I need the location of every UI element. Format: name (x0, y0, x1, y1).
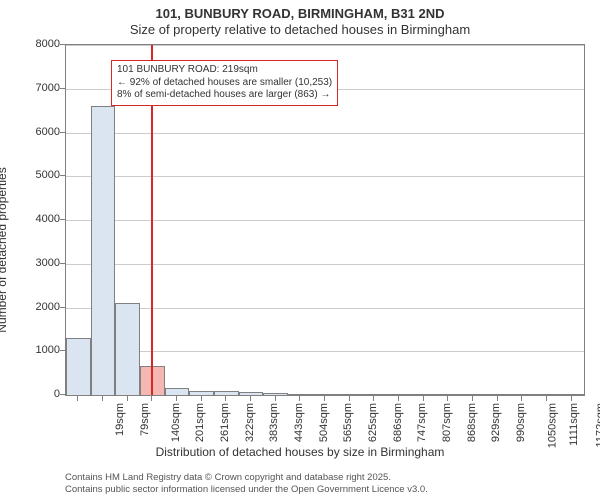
x-tick (497, 396, 498, 401)
x-tick-label: 1111sqm (568, 403, 580, 446)
histogram-bar (263, 393, 288, 395)
annotation-box: 101 BUNBURY ROAD: 219sqm← 92% of detache… (111, 60, 338, 106)
x-tick-label: 79sqm (139, 403, 151, 436)
y-axis-label: Number of detached properties (0, 167, 9, 332)
gridline (66, 351, 584, 352)
footer-attribution: Contains HM Land Registry data © Crown c… (65, 472, 585, 496)
histogram-bar (362, 394, 387, 395)
histogram-bar (239, 392, 264, 395)
x-tick-label: 565sqm (342, 403, 354, 442)
y-tick (60, 219, 65, 220)
x-tick (77, 396, 78, 401)
x-tick-label: 1050sqm (546, 403, 558, 448)
y-tick-label: 7000 (36, 82, 60, 94)
y-tick (60, 307, 65, 308)
x-tick-label: 19sqm (114, 403, 126, 436)
x-tick-label: 625sqm (367, 403, 379, 442)
histogram-bar (214, 391, 239, 395)
histogram-bar (66, 338, 91, 395)
x-tick (571, 396, 572, 401)
histogram-bar (535, 394, 560, 395)
x-tick (201, 396, 202, 401)
annotation-line: 101 BUNBURY ROAD: 219sqm (117, 64, 332, 77)
gridline (66, 176, 584, 177)
y-tick-label: 2000 (36, 301, 60, 313)
histogram-bar (91, 106, 116, 395)
histogram-bar (559, 394, 584, 395)
gridline (66, 45, 584, 46)
x-tick-label: 443sqm (293, 403, 305, 442)
gridline (66, 133, 584, 134)
x-tick (324, 396, 325, 401)
histogram-bar (485, 394, 510, 395)
x-tick-label: 990sqm (515, 403, 527, 442)
histogram-bar (337, 394, 362, 395)
y-tick-label: 6000 (36, 126, 60, 138)
histogram-bar (411, 394, 436, 395)
y-tick (60, 175, 65, 176)
y-tick-label: 1000 (36, 344, 60, 356)
histogram-bar (387, 394, 412, 395)
x-tick-label: 322sqm (244, 403, 256, 442)
x-tick (472, 396, 473, 401)
x-tick-label: 201sqm (194, 403, 206, 442)
y-tick (60, 394, 65, 395)
y-tick (60, 350, 65, 351)
histogram-bar (461, 394, 486, 395)
x-tick-label: 686sqm (392, 403, 404, 442)
x-tick (151, 396, 152, 401)
x-tick (127, 396, 128, 401)
gridline (66, 308, 584, 309)
y-tick-label: 5000 (36, 169, 60, 181)
x-tick-label: 747sqm (416, 403, 428, 442)
y-tick (60, 263, 65, 264)
histogram-bar (288, 394, 313, 395)
footer-line1: Contains HM Land Registry data © Crown c… (65, 472, 585, 484)
x-tick (447, 396, 448, 401)
x-tick-label: 929sqm (490, 403, 502, 442)
annotation-line: ← 92% of detached houses are smaller (10… (117, 77, 332, 90)
x-tick (423, 396, 424, 401)
histogram-bar (313, 394, 338, 395)
x-tick-label: 1172sqm (594, 403, 600, 447)
histogram-bar (165, 388, 190, 395)
chart-title-line2: Size of property relative to detached ho… (0, 22, 600, 37)
y-tick-label: 3000 (36, 257, 60, 269)
x-tick (275, 396, 276, 401)
x-tick-label: 140sqm (170, 403, 182, 442)
gridline (66, 220, 584, 221)
root: 101, BUNBURY ROAD, BIRMINGHAM, B31 2ND S… (0, 0, 600, 500)
x-tick-label: 383sqm (268, 403, 280, 442)
y-tick (60, 88, 65, 89)
annotation-line: 8% of semi-detached houses are larger (8… (117, 89, 332, 102)
x-tick (373, 396, 374, 401)
histogram-bar (189, 391, 214, 395)
x-tick (250, 396, 251, 401)
x-tick (349, 396, 350, 401)
x-axis-label: Distribution of detached houses by size … (0, 445, 600, 459)
footer-line2: Contains public sector information licen… (65, 484, 585, 496)
x-tick (225, 396, 226, 401)
x-tick-label: 868sqm (466, 403, 478, 442)
x-tick-label: 261sqm (219, 403, 231, 442)
histogram-bar (115, 303, 140, 395)
chart-title-line1: 101, BUNBURY ROAD, BIRMINGHAM, B31 2ND (0, 6, 600, 21)
x-tick-label: 504sqm (318, 403, 330, 442)
histogram-bar (436, 394, 461, 395)
x-tick (546, 396, 547, 401)
gridline (66, 264, 584, 265)
x-tick (521, 396, 522, 401)
x-tick (102, 396, 103, 401)
x-tick-label: 807sqm (441, 403, 453, 442)
y-tick (60, 132, 65, 133)
y-tick-label: 8000 (36, 38, 60, 50)
x-tick (299, 396, 300, 401)
y-tick (60, 44, 65, 45)
x-tick (398, 396, 399, 401)
histogram-bar (510, 394, 535, 395)
y-tick-label: 4000 (36, 213, 60, 225)
x-tick (176, 396, 177, 401)
plot-area: 101 BUNBURY ROAD: 219sqm← 92% of detache… (65, 44, 585, 396)
